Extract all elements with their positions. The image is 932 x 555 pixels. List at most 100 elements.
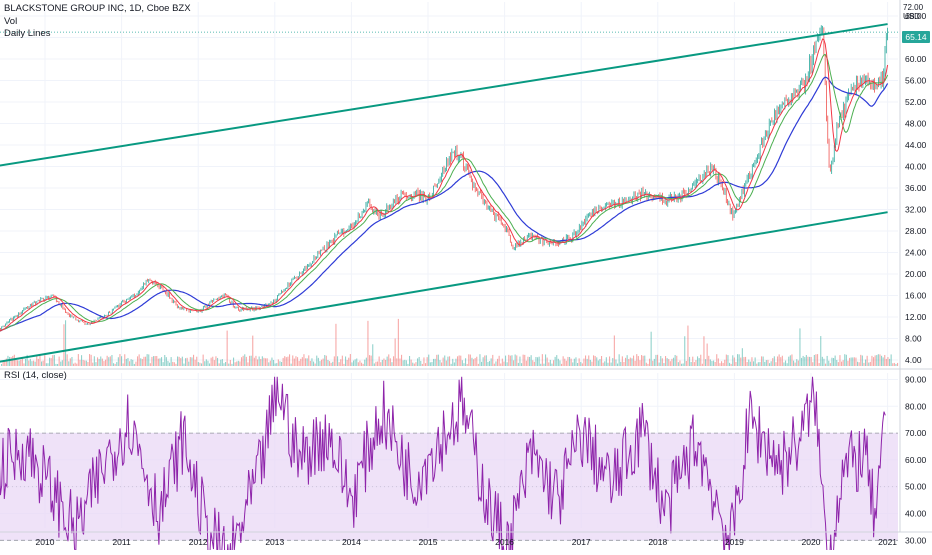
daily-lines-label[interactable]: Daily Lines: [4, 28, 51, 39]
volume-bar: [261, 356, 263, 366]
volume-bar: [41, 361, 43, 366]
volume-bar: [385, 359, 387, 366]
volume-bar: [197, 362, 199, 366]
volume-bar: [434, 358, 436, 366]
rsi-tick-label: 60.00: [905, 455, 927, 465]
volume-bar: [74, 362, 76, 366]
volume-bar: [461, 360, 463, 366]
volume-bar: [730, 363, 732, 366]
volume-bar: [732, 355, 734, 366]
volume-bar: [713, 360, 715, 366]
volume-indicator-label[interactable]: Vol: [4, 16, 18, 27]
volume-bar: [668, 359, 670, 366]
volume-bar: [772, 358, 774, 366]
volume-bar: [708, 355, 710, 366]
volume-bar: [367, 320, 369, 366]
volume-bar: [583, 358, 585, 366]
volume-bar: [42, 360, 44, 366]
volume-bar: [247, 362, 249, 366]
volume-bar: [889, 358, 891, 366]
volume-bar: [276, 363, 278, 366]
volume-bar: [599, 359, 601, 366]
volume-bar: [617, 363, 619, 366]
volume-bar: [788, 356, 790, 366]
volume-bar: [420, 360, 422, 366]
volume-bar: [269, 360, 271, 366]
rsi-tick-label: 90.00: [905, 375, 927, 385]
volume-bar: [233, 357, 235, 366]
volume-bar: [121, 356, 123, 366]
y-tick-label: 40.00: [905, 162, 927, 172]
volume-bar: [317, 357, 319, 366]
volume-bar: [850, 357, 852, 366]
volume-bar: [785, 360, 787, 366]
volume-bar: [620, 361, 622, 366]
volume-bar: [186, 357, 188, 366]
volume-bar: [241, 357, 243, 366]
volume-bar: [84, 360, 86, 366]
volume-bar: [871, 355, 873, 366]
volume-bar: [39, 354, 41, 366]
rsi-indicator-label[interactable]: RSI (14, close): [4, 370, 67, 381]
volume-bar: [369, 355, 371, 366]
volume-bar: [223, 363, 225, 366]
volume-bar: [727, 355, 729, 366]
volume-bar: [861, 355, 863, 366]
volume-bar: [570, 358, 572, 366]
volume-bar: [437, 354, 439, 366]
volume-bar: [665, 356, 667, 366]
volume-bar: [476, 356, 478, 366]
volume-bar: [489, 361, 491, 366]
volume-bar: [537, 357, 539, 366]
volume-bar: [362, 363, 364, 366]
volume-bar: [98, 358, 100, 366]
volume-bar: [836, 360, 838, 366]
volume-bar: [25, 358, 27, 366]
volume-bar: [873, 357, 875, 366]
volume-bar: [863, 362, 865, 366]
volume-bar: [354, 359, 356, 366]
volume-bar: [389, 358, 391, 366]
symbol-title[interactable]: BLACKSTONE GROUP INC, 1D, Cboe BZX: [4, 3, 191, 14]
volume-bar: [95, 362, 97, 366]
currency-code: USD: [903, 12, 920, 21]
volume-bar: [332, 361, 334, 366]
volume-bar: [509, 355, 511, 366]
volume-bar: [482, 357, 484, 366]
volume-bar: [575, 357, 577, 366]
y-tick-label: 24.00: [905, 248, 927, 258]
volume-bar: [818, 363, 820, 366]
volume-bar: [749, 361, 751, 366]
volume-bar: [671, 358, 673, 366]
volume-bar: [327, 359, 329, 366]
volume-bar: [199, 362, 201, 366]
volume-bar: [289, 354, 291, 366]
ma-mid-line: [0, 53, 889, 332]
volume-bar: [87, 362, 89, 366]
volume-bar: [649, 358, 651, 366]
volume-bar: [231, 363, 233, 366]
y-tick-label: 20.00: [905, 269, 927, 279]
volume-bar: [10, 357, 12, 366]
volume-bar: [692, 356, 694, 366]
volume-bar: [61, 360, 63, 366]
volume-bar: [820, 336, 822, 366]
volume-bar: [786, 363, 788, 366]
volume-bar: [65, 320, 67, 366]
volume-bar: [370, 355, 372, 366]
volume-bar: [109, 356, 111, 366]
volume-bar: [338, 362, 340, 366]
volume-bar: [604, 361, 606, 366]
volume-bar: [676, 355, 678, 366]
volume-bar: [689, 356, 691, 366]
volume-bar: [682, 363, 684, 366]
y-tick-label: 68.00: [905, 11, 927, 21]
volume-bar: [735, 361, 737, 366]
ma-slow-line: [0, 76, 889, 332]
volume-bar: [773, 356, 775, 366]
volume-bar: [631, 358, 633, 366]
volume-bar: [855, 357, 857, 366]
volume-bar: [212, 356, 214, 366]
